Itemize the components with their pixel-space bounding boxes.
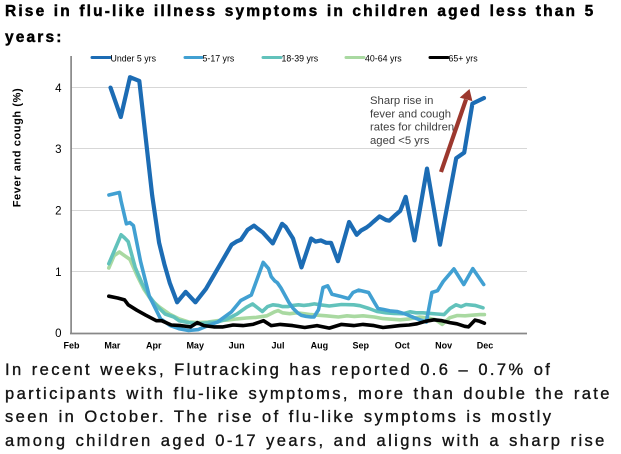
svg-text:40-64 yrs: 40-64 yrs bbox=[365, 53, 402, 63]
svg-text:Sep: Sep bbox=[353, 341, 370, 351]
svg-text:3: 3 bbox=[55, 144, 61, 156]
svg-text:Jun: Jun bbox=[229, 341, 245, 351]
svg-text:18-39 yrs: 18-39 yrs bbox=[282, 53, 319, 63]
svg-text:Oct: Oct bbox=[395, 341, 410, 351]
svg-text:Jul: Jul bbox=[271, 341, 284, 351]
svg-text:Mar: Mar bbox=[104, 341, 121, 351]
svg-text:Feb: Feb bbox=[63, 341, 80, 351]
svg-text:Dec: Dec bbox=[477, 341, 494, 351]
svg-text:1: 1 bbox=[55, 267, 61, 279]
svg-text:rates for children: rates for children bbox=[370, 122, 454, 134]
svg-text:Aug: Aug bbox=[311, 341, 329, 351]
svg-text:65+ yrs: 65+ yrs bbox=[449, 53, 479, 63]
svg-text:0: 0 bbox=[55, 328, 61, 340]
svg-text:aged <5 yrs: aged <5 yrs bbox=[370, 135, 430, 147]
svg-text:Sharp rise in: Sharp rise in bbox=[370, 95, 433, 107]
svg-text:fever and cough: fever and cough bbox=[370, 108, 451, 120]
svg-text:2: 2 bbox=[55, 206, 61, 218]
svg-text:Fever and cough (%): Fever and cough (%) bbox=[12, 88, 24, 208]
svg-text:Apr: Apr bbox=[146, 341, 162, 351]
svg-text:4: 4 bbox=[55, 83, 62, 95]
svg-text:5-17 yrs: 5-17 yrs bbox=[203, 53, 235, 63]
svg-text:May: May bbox=[186, 341, 204, 351]
svg-text:Nov: Nov bbox=[435, 341, 452, 351]
svg-text:Under 5 yrs: Under 5 yrs bbox=[111, 53, 157, 63]
